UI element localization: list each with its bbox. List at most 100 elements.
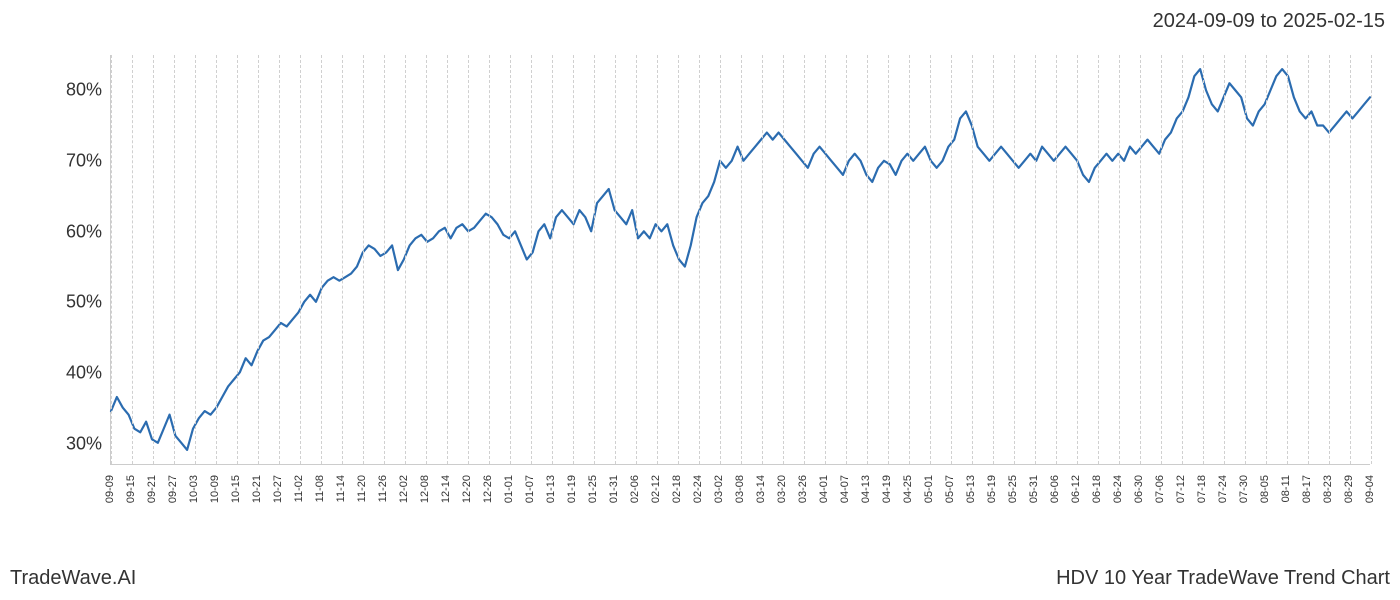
x-tick-label: 08-05 — [1259, 475, 1271, 503]
x-tick-label: 01-31 — [608, 475, 620, 503]
grid-line — [615, 55, 616, 464]
grid-line — [174, 55, 175, 464]
grid-line — [1056, 55, 1057, 464]
grid-line — [804, 55, 805, 464]
grid-line — [762, 55, 763, 464]
x-tick-label: 12-26 — [482, 475, 494, 503]
grid-line — [741, 55, 742, 464]
x-tick-label: 08-23 — [1322, 475, 1334, 503]
x-tick-label: 03-20 — [776, 475, 788, 503]
grid-line — [321, 55, 322, 464]
grid-line — [1287, 55, 1288, 464]
x-tick-label: 09-27 — [167, 475, 179, 503]
grid-line — [930, 55, 931, 464]
grid-line — [1161, 55, 1162, 464]
x-tick-label: 08-11 — [1280, 475, 1292, 502]
grid-line — [972, 55, 973, 464]
brand-label: TradeWave.AI — [10, 567, 136, 590]
x-tick-label: 02-24 — [692, 475, 704, 503]
x-tick-label: 06-06 — [1049, 475, 1061, 503]
x-tick-label: 09-04 — [1364, 475, 1376, 503]
x-tick-label: 10-27 — [272, 475, 284, 503]
x-tick-label: 01-01 — [503, 475, 515, 503]
grid-line — [153, 55, 154, 464]
x-tick-label: 12-02 — [398, 475, 410, 503]
grid-line — [678, 55, 679, 464]
x-tick-label: 11-08 — [314, 475, 326, 502]
y-tick-label: 40% — [66, 363, 102, 384]
x-tick-label: 04-25 — [902, 475, 914, 503]
grid-line — [216, 55, 217, 464]
grid-line — [573, 55, 574, 464]
grid-line — [1371, 55, 1372, 464]
grid-line — [447, 55, 448, 464]
x-tick-label: 02-18 — [671, 475, 683, 503]
trend-chart: 30%40%50%60%70%80% 09-0909-1509-2109-271… — [50, 55, 1370, 505]
grid-line — [888, 55, 889, 464]
x-tick-label: 05-13 — [965, 475, 977, 503]
grid-line — [993, 55, 994, 464]
x-tick-label: 07-24 — [1217, 475, 1229, 503]
y-axis: 30%40%50%60%70%80% — [50, 55, 110, 465]
grid-line — [195, 55, 196, 464]
x-tick-label: 12-20 — [461, 475, 473, 503]
grid-line — [132, 55, 133, 464]
grid-line — [1329, 55, 1330, 464]
x-tick-label: 10-21 — [251, 475, 263, 503]
x-tick-label: 03-02 — [713, 475, 725, 503]
x-tick-label: 08-29 — [1343, 475, 1355, 503]
grid-line — [405, 55, 406, 464]
grid-line — [636, 55, 637, 464]
x-tick-label: 01-13 — [545, 475, 557, 503]
grid-line — [867, 55, 868, 464]
grid-line — [300, 55, 301, 464]
x-tick-label: 05-19 — [986, 475, 998, 503]
grid-line — [531, 55, 532, 464]
grid-line — [1119, 55, 1120, 464]
x-tick-label: 09-21 — [146, 475, 158, 503]
y-tick-label: 30% — [66, 433, 102, 454]
x-tick-label: 07-18 — [1196, 475, 1208, 503]
grid-line — [552, 55, 553, 464]
grid-line — [1203, 55, 1204, 464]
grid-line — [111, 55, 112, 464]
x-tick-label: 05-25 — [1007, 475, 1019, 503]
grid-line — [1224, 55, 1225, 464]
grid-line — [1266, 55, 1267, 464]
y-tick-label: 80% — [66, 80, 102, 101]
grid-line — [426, 55, 427, 464]
x-tick-label: 04-01 — [818, 475, 830, 503]
x-tick-label: 04-19 — [881, 475, 893, 503]
grid-line — [1014, 55, 1015, 464]
x-tick-label: 05-01 — [923, 475, 935, 503]
x-tick-label: 03-26 — [797, 475, 809, 503]
grid-line — [1077, 55, 1078, 464]
x-tick-label: 06-12 — [1070, 475, 1082, 503]
grid-line — [846, 55, 847, 464]
chart-title: HDV 10 Year TradeWave Trend Chart — [1056, 567, 1390, 590]
x-tick-label: 06-30 — [1133, 475, 1145, 503]
grid-line — [363, 55, 364, 464]
x-tick-label: 02-12 — [650, 475, 662, 503]
x-tick-label: 04-07 — [839, 475, 851, 503]
x-tick-label: 01-19 — [566, 475, 578, 503]
y-tick-label: 60% — [66, 221, 102, 242]
grid-line — [1035, 55, 1036, 464]
grid-line — [657, 55, 658, 464]
grid-line — [510, 55, 511, 464]
x-tick-label: 05-31 — [1028, 475, 1040, 503]
grid-line — [825, 55, 826, 464]
x-tick-label: 03-14 — [755, 475, 767, 503]
x-tick-label: 09-09 — [104, 475, 116, 503]
x-tick-label: 05-07 — [944, 475, 956, 503]
grid-line — [279, 55, 280, 464]
x-tick-label: 04-13 — [860, 475, 872, 503]
date-range-label: 2024-09-09 to 2025-02-15 — [1153, 10, 1385, 33]
grid-line — [909, 55, 910, 464]
grid-line — [468, 55, 469, 464]
x-tick-label: 07-06 — [1154, 475, 1166, 503]
x-tick-label: 08-17 — [1301, 475, 1313, 503]
grid-line — [237, 55, 238, 464]
grid-line — [783, 55, 784, 464]
grid-line — [1350, 55, 1351, 464]
